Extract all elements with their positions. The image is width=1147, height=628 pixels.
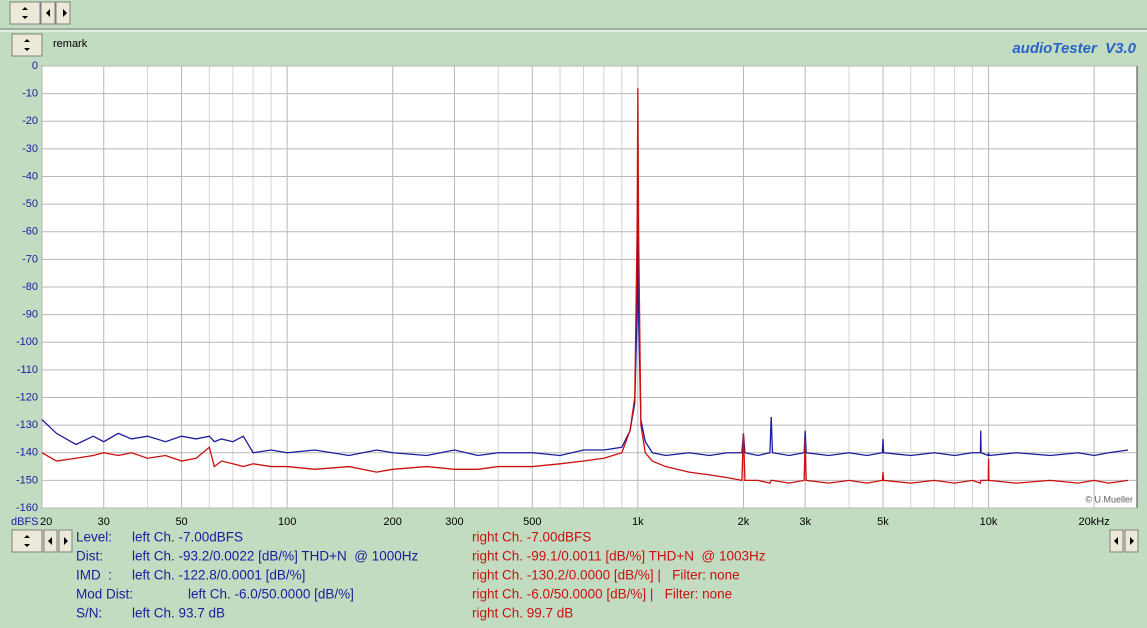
y-tick-label: -50 bbox=[22, 198, 38, 210]
y-tick-label: -30 bbox=[22, 143, 38, 155]
measurements: Level: left Ch. -7.00dBFS right Ch. -7.00d… bbox=[76, 530, 766, 621]
spectrum-line bbox=[41, 217, 1129, 457]
arrow-left bbox=[46, 9, 50, 17]
measurement-label: IMD : bbox=[76, 568, 112, 583]
x-tick-label: 20kHz bbox=[1079, 516, 1110, 528]
left-channel-value: left Ch. -6.0/50.0000 [dB/%] bbox=[188, 587, 354, 602]
x-tick-label: 5k bbox=[877, 516, 889, 528]
y-tick-label: -120 bbox=[16, 391, 38, 403]
y-tick-label: -20 bbox=[22, 115, 38, 127]
measurement-label: Dist: bbox=[76, 549, 103, 564]
x-tick-label: 30 bbox=[98, 516, 110, 528]
spin-arrows bbox=[24, 39, 30, 51]
left-channel-value: left Ch. -7.00dBFS bbox=[132, 530, 243, 545]
remark-label: remark bbox=[53, 38, 88, 50]
measurement-label: Mod Dist: bbox=[76, 587, 133, 602]
right-channel-value: right Ch. -130.2/0.0000 [dB/%] | Filter:… bbox=[472, 568, 740, 583]
y-tick-label: -130 bbox=[16, 419, 38, 431]
spin-button[interactable] bbox=[11, 529, 43, 553]
y-unit: dBFS bbox=[11, 516, 39, 528]
y-tick-label: -100 bbox=[16, 336, 38, 348]
y-tick-label: -70 bbox=[22, 253, 38, 265]
x-tick-label: 10k bbox=[980, 516, 998, 528]
arrow-left bbox=[1114, 537, 1118, 545]
right-channel-value: right Ch. -7.00dBFS bbox=[472, 530, 591, 545]
x-tick-label: 1k bbox=[632, 516, 644, 528]
arrow-right bbox=[63, 9, 67, 17]
top-toolbar bbox=[0, 1, 1147, 57]
spin-arrows bbox=[24, 535, 30, 547]
measurement-label: Level: bbox=[76, 530, 112, 545]
right-channel-value: right Ch. 99.7 dB bbox=[472, 606, 573, 621]
y-tick-label: -150 bbox=[16, 474, 38, 486]
x-tick-label: 50 bbox=[175, 516, 187, 528]
y-tick-label: -60 bbox=[22, 226, 38, 238]
y-tick-label: -160 bbox=[16, 502, 38, 514]
x-tick-label: 100 bbox=[278, 516, 296, 528]
right-channel-value: right Ch. -6.0/50.0000 [dB/%] | Filter: … bbox=[472, 587, 732, 602]
y-tick-label: 0 bbox=[32, 60, 38, 72]
arrow-right bbox=[1130, 537, 1134, 545]
bottom-controls bbox=[11, 529, 1139, 553]
y-tick-label: -10 bbox=[22, 88, 38, 100]
arrow-right bbox=[64, 537, 68, 545]
spin-button[interactable] bbox=[9, 1, 41, 25]
app-title: audioTester V3.0 bbox=[1012, 40, 1136, 57]
left-channel-value: left Ch. 93.7 dB bbox=[132, 606, 225, 621]
x-tick-label: 2k bbox=[738, 516, 750, 528]
spin-button[interactable] bbox=[11, 33, 43, 57]
left-channel-value: left Ch. -122.8/0.0001 [dB/%] bbox=[132, 568, 305, 583]
y-tick-label: -40 bbox=[22, 170, 38, 182]
right-channel-value: right Ch. -99.1/0.0011 [dB/%] THD+N @ 10… bbox=[472, 549, 766, 564]
left-channel-value: left Ch. -93.2/0.0022 [dB/%] THD+N @ 100… bbox=[132, 549, 418, 564]
measurement-label: S/N: bbox=[76, 606, 102, 621]
y-tick-label: -110 bbox=[17, 364, 38, 376]
x-tick-label: 200 bbox=[384, 516, 402, 528]
x-tick-label: 20 bbox=[40, 516, 52, 528]
spectrum-line bbox=[41, 88, 1129, 485]
y-tick-label: -140 bbox=[16, 447, 38, 459]
grid bbox=[41, 65, 1137, 509]
x-tick-label: 3k bbox=[799, 516, 811, 528]
spin-arrows bbox=[22, 7, 28, 19]
x-tick-label: 300 bbox=[445, 516, 463, 528]
traces bbox=[41, 88, 1129, 485]
arrow-left bbox=[48, 537, 52, 545]
copyright: © U.Mueller bbox=[1085, 494, 1133, 504]
y-tick-label: -80 bbox=[22, 281, 38, 293]
y-tick-label: -90 bbox=[22, 309, 38, 321]
x-tick-label: 500 bbox=[523, 516, 541, 528]
